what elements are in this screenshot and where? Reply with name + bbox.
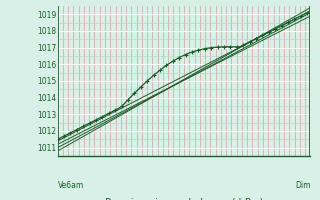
Text: Pression niveau de la mer( hPa ): Pression niveau de la mer( hPa ) — [105, 198, 263, 200]
Text: Dim: Dim — [295, 181, 310, 190]
Text: Ve6am: Ve6am — [58, 181, 84, 190]
